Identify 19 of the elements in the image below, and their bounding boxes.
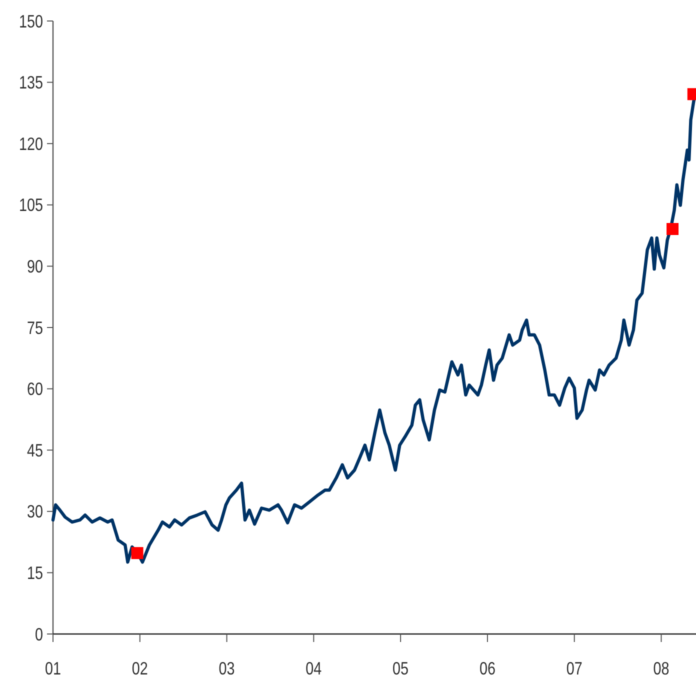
x-tick-label: 04: [306, 658, 322, 679]
x-tick-label: 07: [566, 658, 582, 679]
x-tick-label: 03: [218, 658, 235, 679]
y-tick-label: 60: [26, 380, 43, 400]
y-tick-label: 30: [26, 502, 43, 522]
y-tick-label: 45: [26, 440, 43, 461]
x-tick-label: 08: [653, 658, 670, 679]
x-tick-label: 06: [479, 658, 496, 679]
x-tick-label: 01: [44, 658, 62, 679]
y-tick-label: 75: [26, 318, 43, 338]
y-tick-label: 15: [26, 564, 43, 584]
y-tick-label: 90: [26, 257, 43, 277]
y-tick-label: 0: [34, 624, 43, 645]
x-tick-label: 05: [392, 658, 409, 679]
y-tick-label: 150: [18, 12, 43, 32]
y-tick-label: 120: [18, 134, 43, 154]
y-tick-label: 105: [18, 196, 43, 216]
x-tick-label: 02: [132, 658, 148, 679]
y-tick-label: 135: [18, 73, 43, 94]
